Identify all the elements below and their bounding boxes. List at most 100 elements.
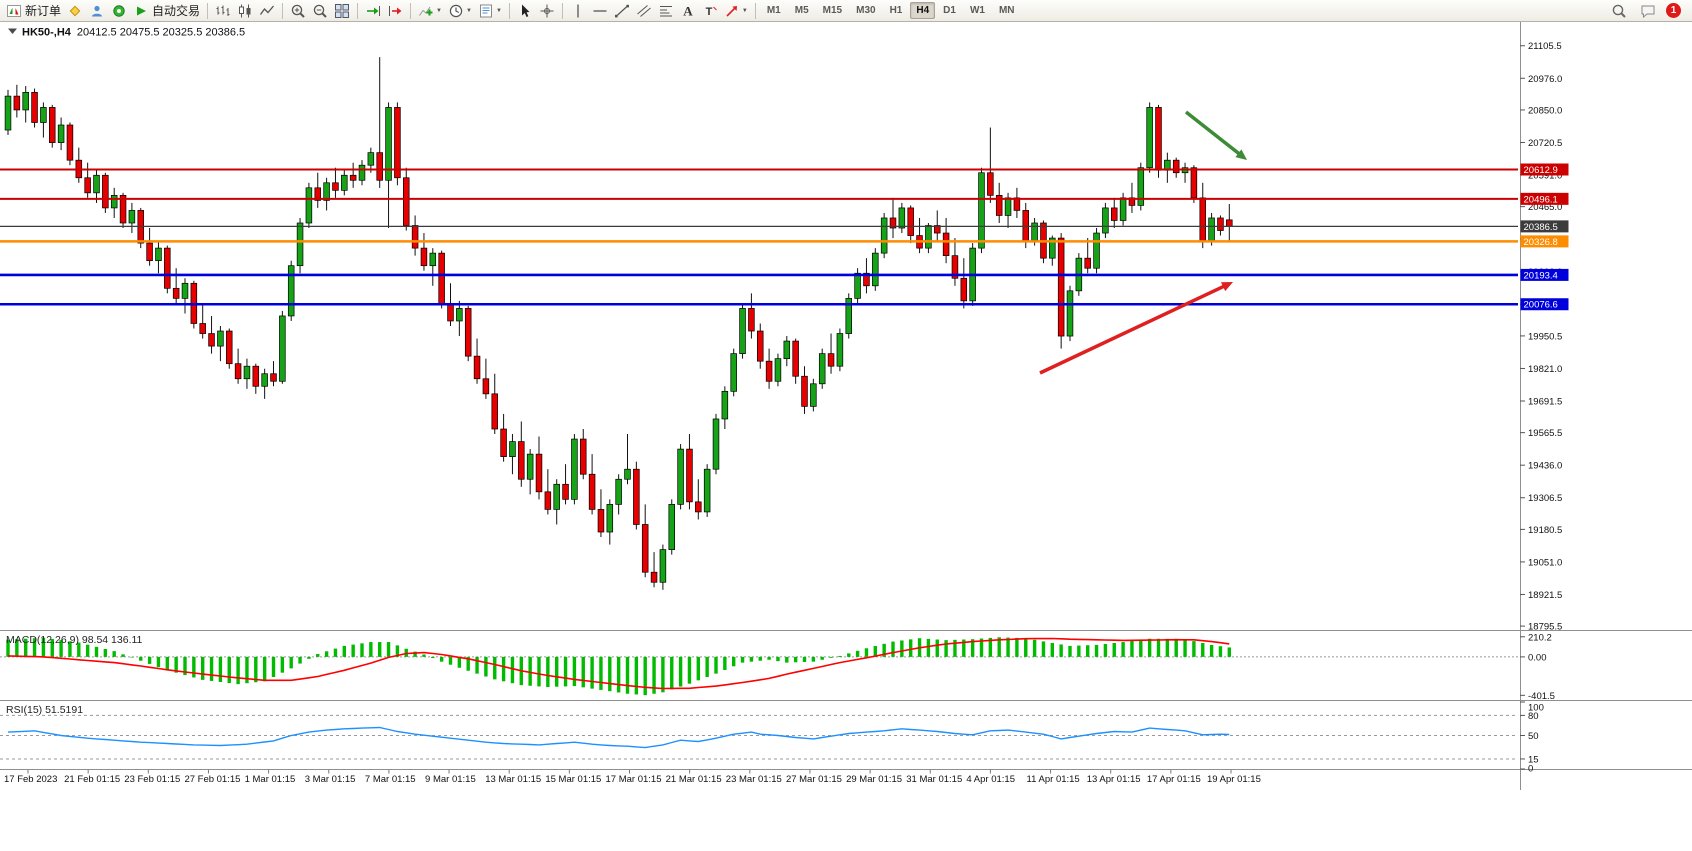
data-window-button[interactable] <box>109 1 129 21</box>
zoom-in-icon <box>291 4 305 18</box>
candle-down <box>420 247 428 267</box>
auto-scroll-button[interactable] <box>363 1 383 21</box>
time-axis-label: 15 Mar 01:15 <box>545 774 601 785</box>
candle-up <box>1093 232 1100 269</box>
candles-series <box>4 57 1233 590</box>
crosshair-icon <box>540 4 554 17</box>
time-axis-label: 27 Mar 01:15 <box>786 774 842 785</box>
candle-down <box>500 428 507 457</box>
data-window-icon <box>113 4 125 17</box>
dropdown-caret-icon[interactable]: ▼ <box>741 7 748 14</box>
line-chart-button[interactable] <box>257 1 277 21</box>
timeframe-d1-button[interactable]: D1 <box>943 5 956 16</box>
profiles-button[interactable] <box>87 1 107 21</box>
red-arrow-annotation[interactable] <box>1039 282 1229 375</box>
periods-button[interactable]: ▼ <box>446 1 474 21</box>
channel-button[interactable] <box>634 1 654 21</box>
dropdown-caret-icon[interactable]: ▼ <box>495 7 502 14</box>
zoom-in-button[interactable] <box>288 1 308 21</box>
chart-menu-icon[interactable] <box>8 28 17 35</box>
search-button[interactable] <box>1609 1 1629 21</box>
arrows-icon <box>726 5 737 17</box>
price-marker-label: 20496.1 <box>1524 194 1558 205</box>
candle-down <box>942 232 950 257</box>
candle-down <box>1022 210 1029 241</box>
candle-down <box>84 177 91 194</box>
candle-down <box>960 277 968 302</box>
timeframe-h4-button[interactable]: H4 <box>910 2 936 19</box>
chart-background <box>0 22 1692 851</box>
autotrading-button[interactable]: 自动交易 <box>131 1 202 21</box>
cursor-icon <box>521 4 530 17</box>
metaeditor-button[interactable] <box>65 1 85 21</box>
bar-chart-button[interactable] <box>213 1 233 21</box>
rsi-axis-label: 50 <box>1528 731 1539 742</box>
timeframe-h1-button[interactable]: H1 <box>889 5 903 16</box>
chart-shift-button[interactable] <box>385 1 405 21</box>
time-axis-label: 21 Mar 01:15 <box>666 774 722 785</box>
crosshair-button[interactable] <box>537 1 557 21</box>
dropdown-caret-icon[interactable]: ▼ <box>465 7 472 14</box>
price-axis-label: 19051.0 <box>1528 557 1562 568</box>
new-order-button[interactable]: 新订单 <box>4 1 63 21</box>
candle-up <box>1102 207 1109 234</box>
new-order-icon <box>7 4 21 17</box>
candle-down <box>588 473 596 510</box>
templates-button[interactable]: ▼ <box>476 1 504 21</box>
candle-up <box>783 340 791 360</box>
notification-badge[interactable]: 1 <box>1666 3 1681 18</box>
toolbar-separator <box>207 2 209 19</box>
timeframe-m5-button[interactable]: M5 <box>794 5 809 16</box>
candle-up <box>836 333 844 367</box>
candle-down <box>889 217 897 229</box>
timeframe-m1-button[interactable]: M1 <box>766 5 781 16</box>
candle-down <box>633 468 640 525</box>
dropdown-caret-icon[interactable]: ▼ <box>436 7 442 14</box>
svg-text:T: T <box>706 6 713 18</box>
candle-up <box>526 453 534 480</box>
timeframe-m30-button[interactable]: M30 <box>856 5 876 16</box>
candle-up <box>606 504 614 533</box>
candle-up <box>217 330 224 347</box>
fibonacci-icon <box>659 5 672 16</box>
cursor-button[interactable] <box>515 1 535 21</box>
candle-down <box>1084 257 1091 269</box>
candlestick-chart[interactable]: 21105.5 20976.0 20850.0 20720.5 20591.0 20465… <box>0 22 1692 851</box>
candle-up <box>128 210 136 224</box>
timeframe-m15-button[interactable]: M15 <box>822 5 843 16</box>
candle-up <box>287 265 295 317</box>
fibonacci-button[interactable] <box>656 1 676 21</box>
line-chart-icon <box>260 5 275 15</box>
time-axis-label: 1 Mar 01:15 <box>245 774 296 785</box>
green-arrow-annotation[interactable] <box>1184 110 1244 158</box>
channel-icon <box>637 4 651 17</box>
trendline-button[interactable] <box>612 1 632 21</box>
price-marker-box <box>1520 220 1569 233</box>
vertical-line-button[interactable] <box>568 1 588 21</box>
text-label-button[interactable]: T <box>700 1 720 21</box>
candlestick-chart-button[interactable] <box>235 1 255 21</box>
arrows-button[interactable]: ▼ <box>722 1 750 21</box>
candle-up <box>721 390 729 420</box>
candle-up <box>243 365 251 380</box>
candle-down <box>252 365 260 387</box>
timeframe-mn-button[interactable]: MN <box>998 5 1015 16</box>
metaeditor-icon <box>69 5 81 16</box>
candle-down <box>164 247 171 289</box>
zoom-out-button[interactable] <box>310 1 330 21</box>
horizontal-line-button[interactable] <box>590 1 610 21</box>
candle-down <box>1217 217 1224 231</box>
tile-windows-button[interactable] <box>332 1 352 21</box>
text-button[interactable]: A <box>678 1 698 21</box>
indicators-button[interactable]: ▼ <box>416 1 444 21</box>
price-marker-label: 20326.8 <box>1524 237 1558 248</box>
candle-down <box>951 255 959 279</box>
candle-down <box>650 571 658 583</box>
chat-button[interactable] <box>1638 1 1658 21</box>
price-marker-label: 20386.5 <box>1524 222 1558 233</box>
timeframe-w1-button[interactable]: W1 <box>969 5 985 16</box>
candle-down <box>172 287 180 299</box>
time-axis-label: 4 Apr 01:15 <box>966 774 1015 785</box>
candle-down <box>695 501 702 513</box>
toolbar-right-group: 1 <box>1608 1 1689 21</box>
